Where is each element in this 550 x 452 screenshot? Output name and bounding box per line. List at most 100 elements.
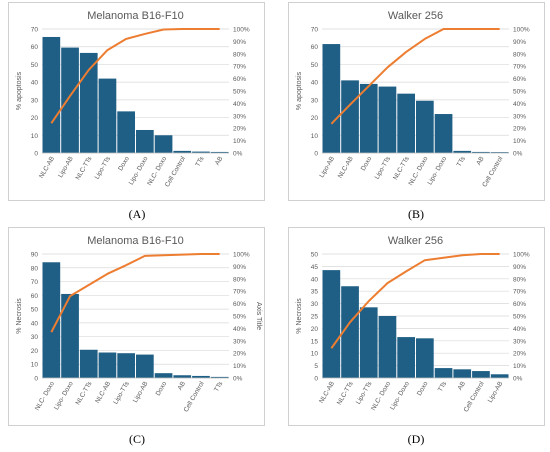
y-tick-label: 70	[31, 279, 39, 286]
x-tick-label: TTs	[213, 380, 225, 393]
chart-a: Melanoma B16-F10 0 10 20 30 40 50 60 70 0% 10% 20% 3…	[16, 10, 250, 188]
y2-tick-label: 0%	[233, 376, 243, 383]
y2-tick-label: 40%	[513, 326, 526, 333]
y-tick-label: 10	[311, 133, 319, 140]
bar	[434, 368, 453, 378]
y-tick-label: 30	[31, 334, 39, 341]
x-tick-label: NLC-TTs	[75, 155, 94, 181]
y2-tick-label: 30%	[513, 113, 526, 120]
y-tick-label: 80	[31, 265, 39, 272]
x-tick-label: Doxo	[360, 155, 374, 172]
x-tick-label: Lipo-AB	[487, 381, 505, 405]
y-tick-label: 20	[31, 115, 39, 122]
bar	[416, 100, 434, 153]
y-axis-label: % apoptosis	[296, 71, 303, 110]
chart-panel-b: Walker 256 0 10 20 30 40 50 60 70 0% 10% 20% 30% 40% 5…	[288, 2, 545, 201]
y2-tick-label: 40%	[513, 101, 526, 108]
y2-tick-label: 50%	[513, 89, 526, 96]
bar	[490, 152, 509, 153]
y-tick-label: 0	[34, 376, 38, 383]
bar	[154, 373, 173, 378]
y2-tick-label: 100%	[233, 27, 250, 34]
x-tick-label: Doxo	[155, 380, 169, 397]
x-tick-label: Lipo-AB	[318, 156, 336, 180]
y2-tick-label: 20%	[233, 351, 246, 358]
chart-title: Melanoma B16-F10	[87, 235, 184, 247]
bar	[210, 376, 229, 378]
y2-tick-label: 30%	[233, 338, 246, 345]
y2-tick-label: 10%	[233, 138, 246, 145]
y2-tick-label: 90%	[233, 264, 246, 271]
y-tick-label: 90	[31, 252, 39, 259]
y-axis-label: % apoptosis	[16, 71, 23, 110]
bar	[173, 150, 192, 153]
bar	[322, 270, 341, 378]
chart-title: Walker 256	[388, 235, 443, 247]
bar	[322, 44, 341, 153]
y2-tick-label: 100%	[513, 252, 530, 259]
bar	[490, 374, 509, 378]
x-tick-label: TTs	[437, 380, 449, 393]
y-tick-label: 25	[311, 314, 319, 321]
y-axis-label: % Necrosis	[296, 298, 303, 334]
chart-panel-d: Walker 256 0 5 10 15 20 25 30 35 40 45 50 0% 10% 20% 30…	[288, 227, 545, 426]
x-tick-label: TTs	[194, 155, 206, 168]
bar	[117, 353, 135, 378]
y-tick-label: 70	[311, 27, 319, 34]
bar	[136, 129, 154, 153]
cumulative-line	[330, 253, 500, 349]
y-tick-label: 5	[314, 363, 318, 370]
bar	[117, 111, 135, 153]
panel-label-c: (C)	[129, 432, 145, 446]
x-tick-label: AB	[457, 381, 467, 392]
bar	[98, 78, 117, 153]
y-tick-label: 10	[311, 351, 319, 358]
x-tick-label: NLC-TTs	[75, 380, 94, 406]
bar	[154, 135, 173, 153]
x-tick-label: Lipo-AB	[132, 381, 150, 405]
y-tick-label: 40	[31, 80, 39, 87]
x-tick-label: Doxo	[416, 380, 430, 397]
bar	[397, 93, 415, 153]
y2-tick-label: 80%	[233, 276, 246, 283]
bar	[98, 352, 117, 378]
y-tick-label: 35	[311, 289, 319, 296]
panel-label-b: (B)	[408, 207, 424, 221]
panel-label-a: (A)	[128, 207, 146, 221]
y2-tick-label: 10%	[233, 363, 246, 370]
bar	[416, 338, 434, 378]
bar	[378, 316, 397, 378]
y-tick-label: 40	[31, 320, 39, 327]
x-tick-label: NLC-AB	[318, 381, 336, 405]
y2-tick-label: 90%	[513, 264, 526, 271]
bar	[341, 286, 359, 378]
chart-c: Melanoma B16-F10 0 10 20 30 40 50 60 70 80 90 0% 10%…	[16, 235, 262, 413]
bar	[453, 369, 472, 378]
x-tick-label: Lipo-TTs	[355, 380, 374, 406]
x-tick-label: Lipo-TTs	[112, 380, 131, 406]
y-tick-label: 60	[31, 44, 39, 51]
bar	[42, 262, 61, 378]
cumulative-line	[330, 28, 500, 125]
y-tick-label: 50	[311, 62, 319, 69]
x-tick-label: Doxo	[117, 155, 131, 172]
y2-tick-label: 100%	[513, 27, 530, 34]
chart-title: Melanoma B16-F10	[87, 10, 184, 22]
x-tick-label: Lipo- Doxo	[427, 155, 449, 186]
y2-tick-label: 80%	[233, 51, 246, 58]
y2-tick-label: 40%	[233, 326, 246, 333]
y2-tick-label: 20%	[513, 126, 526, 133]
y-tick-label: 30	[31, 97, 39, 104]
y2-tick-label: 40%	[233, 101, 246, 108]
y-tick-label: 60	[311, 44, 319, 51]
y-tick-label: 50	[311, 252, 319, 259]
y-axis-label: % Necrosis	[16, 298, 23, 334]
y2-tick-label: 50%	[233, 314, 246, 321]
y-tick-label: 10	[31, 362, 39, 369]
chart-d: Walker 256 0 5 10 15 20 25 30 35 40 45 50 0% 10% 20% 30…	[296, 235, 530, 413]
bar	[79, 349, 98, 378]
y2-tick-label: 20%	[233, 126, 246, 133]
cumulative-line	[50, 253, 220, 333]
y2-tick-label: 10%	[513, 363, 526, 370]
bar	[210, 151, 229, 153]
